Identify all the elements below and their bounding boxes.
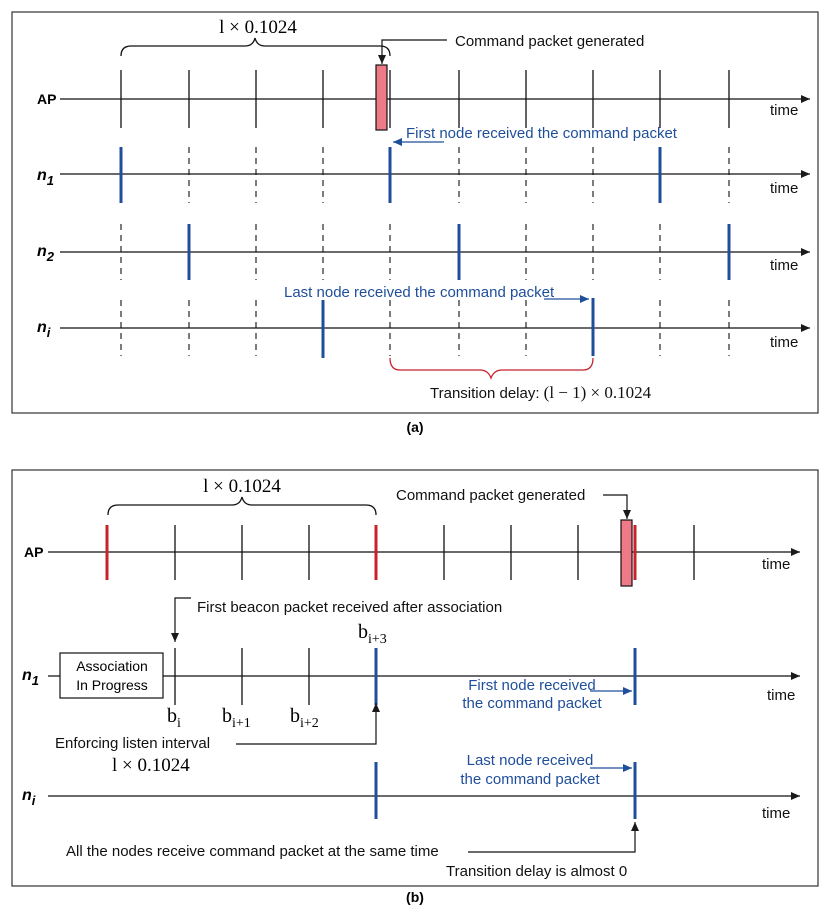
caption-a: (a): [406, 419, 423, 435]
first-node-line1: First node received: [468, 677, 596, 694]
last-node-line2: the command packet: [460, 771, 600, 788]
n1-row-b: n1 Association In Progress time: [22, 648, 800, 705]
ni-row-b: ni time: [22, 762, 800, 822]
interval-label-a: l × 0.1024: [219, 17, 297, 38]
time-label: time: [770, 102, 798, 119]
ni-label: ni: [37, 319, 51, 340]
ap-row-a: AP time: [37, 64, 810, 131]
enforcing-leader: [236, 703, 380, 745]
time-label: time: [770, 334, 798, 351]
time-label: time: [770, 180, 798, 197]
beacon-label: bi+2: [290, 705, 319, 731]
n1-label: n1: [37, 167, 54, 188]
interval-label-b: l × 0.1024: [203, 476, 281, 497]
ap-row-b: AP time: [24, 519, 800, 587]
all-nodes-label: All the nodes receive command packet at …: [66, 843, 439, 860]
transition-zero-label: Transition delay is almost 0: [446, 863, 627, 880]
first-beacon-label: First beacon packet received after assoc…: [197, 599, 502, 616]
time-label: time: [762, 805, 790, 822]
enforcing-value: l × 0.1024: [112, 755, 190, 776]
all-nodes-leader: [468, 822, 639, 853]
time-label: time: [762, 556, 790, 573]
interval-brace-b: [107, 496, 377, 516]
time-label: time: [770, 257, 798, 274]
panel-b-frame: [11, 469, 819, 887]
beacon-label: bi: [167, 705, 181, 731]
first-beacon-leader: [171, 597, 191, 642]
association-line1: Association: [76, 658, 148, 674]
time-label: time: [767, 687, 795, 704]
interval-brace-a: [120, 37, 391, 57]
association-line2: In Progress: [76, 677, 148, 693]
transition-brace-a: [389, 357, 594, 380]
ni-label: ni: [22, 787, 36, 808]
transition-delay-label: Transition delay: (l − 1) × 0.1024: [430, 383, 652, 402]
last-node-line1: Last node received: [467, 752, 594, 769]
n2-row-a: n2 time: [37, 224, 810, 280]
ap-label: AP: [37, 91, 56, 107]
command-generated-leader: [378, 39, 447, 64]
enforcing-label: Enforcing listen interval: [55, 735, 210, 752]
command-generated-label: Command packet generated: [455, 33, 644, 50]
first-node-label: First node received the command packet: [406, 125, 678, 142]
ap-label: AP: [24, 544, 43, 560]
last-node-label: Last node received the command packet: [284, 284, 555, 301]
n1-row-a: n1 time: [37, 147, 810, 203]
caption-b: (b): [406, 889, 424, 905]
n2-label: n2: [37, 243, 55, 264]
ni-row-a: ni time: [37, 298, 810, 358]
first-node-line2: the command packet: [462, 695, 602, 712]
command-generated-label: Command packet generated: [396, 487, 585, 504]
beacon-label: bi+3: [358, 621, 387, 647]
beacon-label: bi+1: [222, 705, 251, 731]
panel-a-frame: [11, 11, 819, 414]
command-generated-leader: [603, 494, 631, 519]
association-box: [59, 652, 164, 699]
command-packet-box: [620, 519, 633, 587]
command-packet-box: [375, 64, 388, 131]
n1-label: n1: [22, 667, 39, 688]
